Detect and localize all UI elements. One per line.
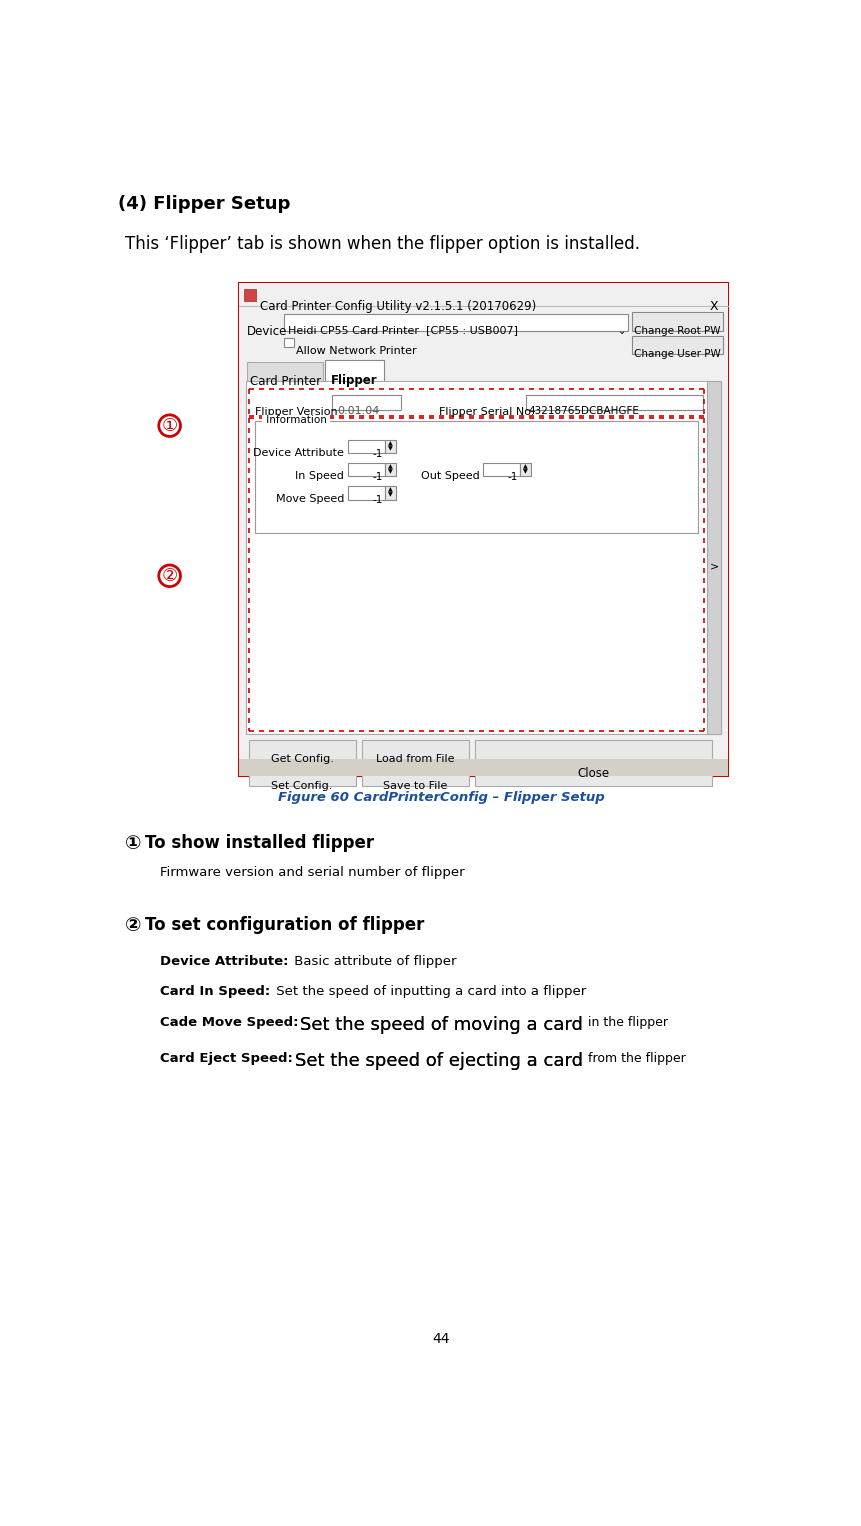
Text: 0.01.04: 0.01.04 (337, 406, 380, 415)
Bar (631, 313, 723, 331)
Text: Load from File: Load from File (376, 754, 455, 765)
Text: -1: -1 (507, 472, 517, 482)
Text: from the flipper: from the flipper (584, 1051, 685, 1065)
Text: -1: -1 (372, 494, 383, 505)
Text: Card Printer Config Utility v2.1.5.1 (20170629): Card Printer Config Utility v2.1.5.1 (20… (259, 301, 536, 313)
Text: Set Config.: Set Config. (271, 781, 333, 790)
Bar (385, 439, 396, 453)
Text: Set the speed of moving a card: Set the speed of moving a card (300, 1016, 583, 1035)
Bar (483, 462, 520, 476)
Text: 44: 44 (432, 1332, 449, 1346)
Text: Set the speed of inputting a card into a flipper: Set the speed of inputting a card into a… (272, 986, 586, 998)
Text: Get Config.: Get Config. (270, 754, 333, 765)
Text: Card In Speed:: Card In Speed: (160, 986, 270, 998)
Text: ▲: ▲ (388, 464, 393, 468)
Text: ②: ② (162, 566, 177, 584)
Text: Set the speed of ejecting a card: Set the speed of ejecting a card (294, 1051, 583, 1070)
Circle shape (158, 415, 181, 436)
Bar (239, 284, 728, 777)
Text: -1: -1 (372, 472, 383, 482)
Bar (631, 336, 723, 354)
Text: Set the speed of ejecting a card: Set the speed of ejecting a card (294, 1051, 583, 1070)
Bar (239, 284, 728, 307)
Bar (249, 740, 356, 760)
Text: -1: -1 (372, 449, 383, 459)
Text: Set the speed of moving a card: Set the speed of moving a card (300, 1016, 583, 1035)
Bar (362, 740, 468, 760)
Text: ▲: ▲ (523, 464, 528, 468)
Bar (245, 382, 722, 734)
Bar (255, 421, 698, 533)
Bar (348, 439, 385, 453)
Text: Allow Network Printer: Allow Network Printer (296, 346, 417, 357)
Text: In Speed: In Speed (295, 472, 344, 481)
Bar (385, 462, 396, 476)
Text: ▼: ▼ (388, 470, 393, 475)
Text: X: X (709, 301, 718, 313)
Text: Device Attribute:: Device Attribute: (160, 955, 288, 967)
Text: Save to File: Save to File (383, 781, 448, 790)
Bar (520, 462, 530, 476)
Text: ②: ② (125, 916, 141, 935)
Bar (475, 740, 712, 786)
Text: Out Speed: Out Speed (421, 472, 480, 481)
Text: Device Attribute: Device Attribute (253, 449, 344, 458)
Bar (362, 766, 468, 786)
Bar (247, 362, 323, 382)
Text: >: > (709, 562, 719, 572)
Text: ①: ① (162, 417, 177, 435)
Text: Change Root PW: Change Root PW (634, 325, 721, 336)
Text: Card Printer: Card Printer (250, 375, 320, 388)
Text: ▼: ▼ (523, 470, 528, 475)
Text: (4) Flipper Setup: (4) Flipper Setup (119, 195, 291, 214)
Bar (348, 485, 385, 499)
Bar (348, 462, 385, 476)
Text: Device: Device (247, 325, 288, 337)
Text: ▼: ▼ (388, 446, 393, 452)
Text: ▼: ▼ (388, 493, 393, 497)
Bar (708, 382, 722, 734)
Text: Flipper Version: Flipper Version (255, 407, 338, 417)
Text: 43218765DCBAHGFE: 43218765DCBAHGFE (529, 406, 640, 415)
Text: Firmware version and serial number of flipper: Firmware version and serial number of fl… (160, 867, 465, 879)
Text: Figure 60 CardPrinterConfig – Flipper Setup: Figure 60 CardPrinterConfig – Flipper Se… (277, 792, 604, 804)
Text: Change User PW: Change User PW (634, 348, 721, 359)
Bar (244, 288, 257, 301)
Text: This ‘Flipper’ tab is shown when the flipper option is installed.: This ‘Flipper’ tab is shown when the fli… (125, 235, 640, 253)
Text: Cade Move Speed:: Cade Move Speed: (160, 1016, 299, 1029)
Text: Information: Information (263, 415, 330, 426)
Bar (239, 758, 728, 777)
Text: ▲: ▲ (388, 487, 393, 491)
Bar (284, 314, 629, 331)
Bar (332, 395, 400, 410)
Text: Card Eject Speed:: Card Eject Speed: (160, 1051, 294, 1065)
Bar (249, 766, 356, 786)
Text: in the flipper: in the flipper (584, 1016, 668, 1029)
Text: To set configuration of flipper: To set configuration of flipper (145, 916, 424, 934)
Bar (284, 337, 294, 346)
Text: Flipper: Flipper (331, 374, 377, 388)
Text: Basic attribute of flipper: Basic attribute of flipper (290, 955, 457, 967)
Bar (325, 360, 383, 382)
Text: Heidi CP55 Card Printer  [CP55 : USB007]: Heidi CP55 Card Printer [CP55 : USB007] (288, 325, 518, 336)
Circle shape (158, 565, 181, 586)
Bar (385, 485, 396, 499)
Text: ▲: ▲ (388, 441, 393, 446)
Bar (526, 395, 703, 410)
Text: ①: ① (125, 833, 141, 853)
Text: Flipper Serial No.: Flipper Serial No. (439, 407, 535, 417)
Bar (239, 307, 728, 777)
Text: ⌄: ⌄ (618, 325, 626, 336)
Text: Close: Close (578, 766, 610, 780)
Text: To show installed flipper: To show installed flipper (145, 833, 374, 852)
Text: Move Speed: Move Speed (276, 494, 344, 504)
